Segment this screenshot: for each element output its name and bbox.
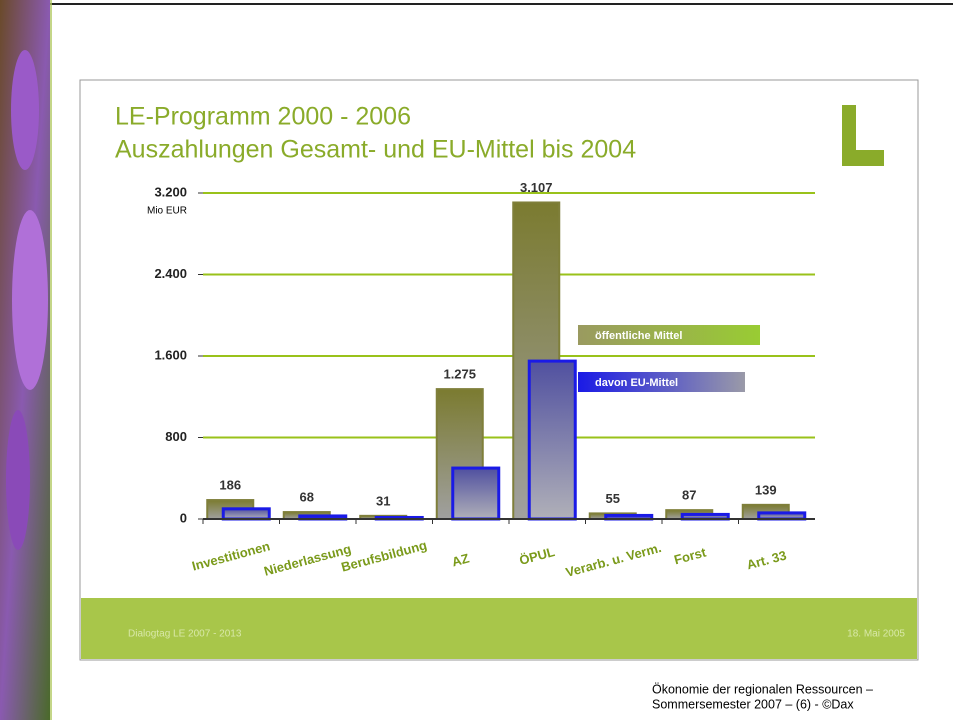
chart-title: LE-Programm 2000 - 2006 — [115, 103, 411, 131]
y-tick-label: 3.200 — [154, 184, 187, 199]
legend-label: öffentliche Mittel — [595, 330, 682, 342]
data-label: 87 — [682, 488, 696, 503]
caption-line: Sommersemester 2007 – (6) - ©Dax — [652, 697, 854, 711]
data-label: 139 — [755, 482, 777, 497]
bar — [529, 361, 575, 519]
footer-right: 18. Mai 2005 — [847, 629, 905, 640]
bar — [453, 468, 499, 519]
y-tick-label: 0 — [180, 510, 187, 525]
page: Dialogtag LE 2007 - 2013 18. Mai 2005 LE… — [0, 0, 953, 720]
y-axis-label: Mio EUR — [147, 206, 187, 217]
legend-label: davon EU-Mittel — [595, 377, 678, 389]
y-tick-label: 800 — [165, 429, 187, 444]
data-label: 186 — [219, 477, 241, 492]
y-tick-label: 2.400 — [154, 266, 187, 281]
y-tick-label: 1.600 — [154, 347, 187, 362]
flower-petal — [12, 210, 48, 390]
slide — [80, 80, 918, 660]
bar — [223, 509, 269, 519]
data-label: 3.107 — [520, 180, 553, 195]
flower-petal — [6, 410, 30, 550]
chart-subtitle: Auszahlungen Gesamt- und EU-Mittel bis 2… — [115, 136, 636, 164]
caption-line: Ökonomie der regionalen Ressourcen – — [652, 682, 873, 696]
chart: Dialogtag LE 2007 - 2013 18. Mai 2005 LE… — [0, 0, 953, 720]
data-label: 55 — [606, 491, 620, 506]
data-label: 68 — [300, 490, 314, 505]
data-label: 31 — [376, 493, 390, 508]
data-label: 1.275 — [443, 367, 476, 382]
flower-petal — [11, 50, 39, 170]
footer-left: Dialogtag LE 2007 - 2013 — [128, 629, 242, 640]
